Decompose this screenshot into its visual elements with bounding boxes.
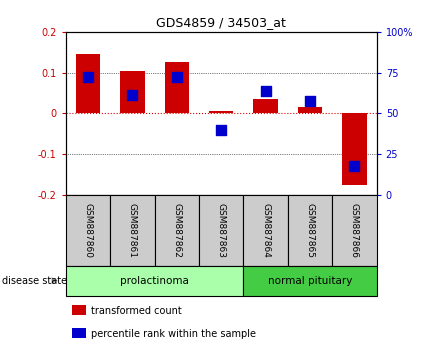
Bar: [120, 70, 145, 113]
Text: GSM887862: GSM887862: [172, 202, 181, 258]
Point: [129, 92, 136, 98]
Point: [173, 74, 180, 80]
Bar: [155, 195, 199, 266]
Point: [218, 127, 225, 132]
Text: percentile rank within the sample: percentile rank within the sample: [91, 329, 256, 339]
Text: GSM887866: GSM887866: [350, 202, 359, 258]
Bar: [342, 113, 367, 184]
Point: [351, 163, 358, 169]
Bar: [110, 195, 155, 266]
Bar: [66, 195, 110, 266]
Bar: [66, 266, 244, 296]
Text: prolactinoma: prolactinoma: [120, 275, 189, 286]
Text: GSM887861: GSM887861: [128, 202, 137, 258]
Text: transformed count: transformed count: [91, 306, 181, 316]
Text: GSM887863: GSM887863: [217, 202, 226, 258]
Text: GSM887860: GSM887860: [83, 202, 92, 258]
Bar: [254, 99, 278, 113]
Text: GSM887864: GSM887864: [261, 202, 270, 258]
Title: GDS4859 / 34503_at: GDS4859 / 34503_at: [156, 16, 286, 29]
Point: [307, 98, 314, 104]
Bar: [244, 266, 377, 296]
Text: disease state: disease state: [2, 275, 67, 286]
Bar: [288, 195, 332, 266]
Text: GSM887865: GSM887865: [306, 202, 314, 258]
Bar: [76, 54, 100, 113]
Bar: [244, 195, 288, 266]
Bar: [72, 328, 86, 338]
Point: [85, 74, 92, 80]
Bar: [199, 195, 244, 266]
Text: normal pituitary: normal pituitary: [268, 275, 352, 286]
Bar: [332, 195, 377, 266]
Point: [262, 88, 269, 94]
Bar: [298, 107, 322, 113]
Bar: [165, 62, 189, 113]
Bar: [209, 111, 233, 113]
Bar: [72, 305, 86, 315]
